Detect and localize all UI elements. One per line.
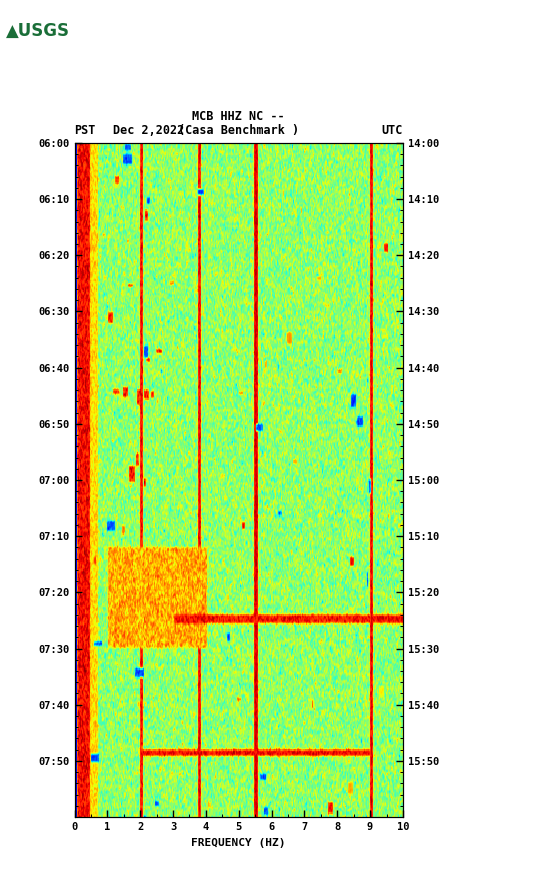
Text: (Casa Benchmark ): (Casa Benchmark ) [178, 123, 299, 137]
X-axis label: FREQUENCY (HZ): FREQUENCY (HZ) [192, 838, 286, 847]
Text: ▲USGS: ▲USGS [6, 22, 70, 40]
Text: UTC: UTC [381, 123, 403, 137]
Text: PST: PST [75, 123, 96, 137]
Text: MCB HHZ NC --: MCB HHZ NC -- [193, 110, 285, 123]
Text: Dec 2,2022: Dec 2,2022 [113, 123, 184, 137]
